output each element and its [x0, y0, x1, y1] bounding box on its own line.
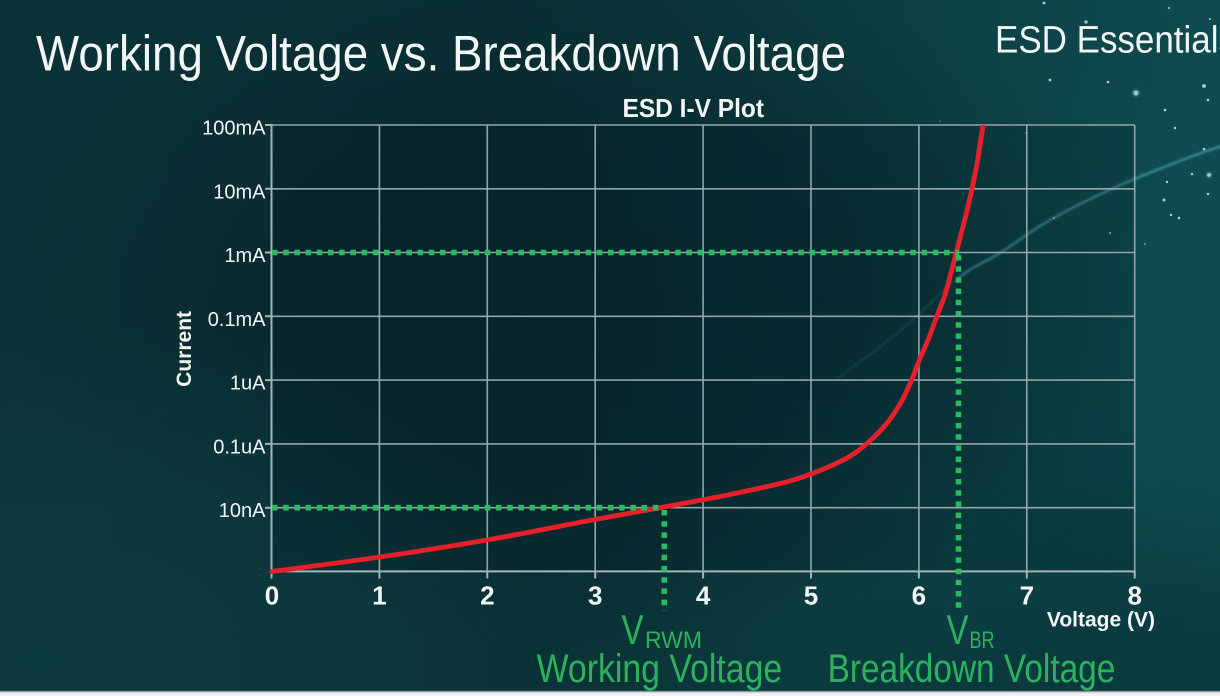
- svg-text:Working Voltage: Working Voltage: [537, 647, 783, 691]
- svg-text:RWM: RWM: [645, 627, 702, 654]
- svg-text:6: 6: [912, 581, 926, 611]
- svg-text:Breakdown Voltage: Breakdown Voltage: [828, 647, 1116, 691]
- svg-text:1mA: 1mA: [224, 245, 266, 267]
- svg-text:1uA: 1uA: [230, 373, 266, 395]
- svg-text:10mA: 10mA: [213, 181, 266, 203]
- svg-text:Current: Current: [173, 311, 196, 387]
- svg-text:1: 1: [372, 581, 386, 611]
- svg-text:Voltage (V): Voltage (V): [1047, 609, 1155, 632]
- svg-text:BR: BR: [970, 627, 995, 654]
- svg-text:Working Voltage vs. Breakdown: Working Voltage vs. Breakdown Voltage: [36, 25, 846, 81]
- svg-text:V: V: [947, 606, 969, 653]
- svg-text:0: 0: [265, 581, 279, 611]
- svg-text:ESD I-V Plot: ESD I-V Plot: [623, 93, 765, 123]
- svg-text:ESD Essentials: ESD Essentials: [995, 19, 1220, 61]
- svg-text:4: 4: [696, 581, 711, 611]
- svg-text:7: 7: [1020, 581, 1034, 611]
- svg-text:3: 3: [588, 581, 602, 611]
- svg-text:10nA: 10nA: [219, 500, 266, 522]
- svg-text:0.1uA: 0.1uA: [213, 436, 266, 458]
- svg-text:100mA: 100mA: [202, 118, 266, 140]
- svg-text:5: 5: [804, 581, 818, 611]
- svg-text:2: 2: [480, 581, 494, 611]
- svg-text:8: 8: [1127, 581, 1141, 611]
- svg-text:V: V: [622, 606, 644, 653]
- svg-text:0.1mA: 0.1mA: [208, 309, 266, 331]
